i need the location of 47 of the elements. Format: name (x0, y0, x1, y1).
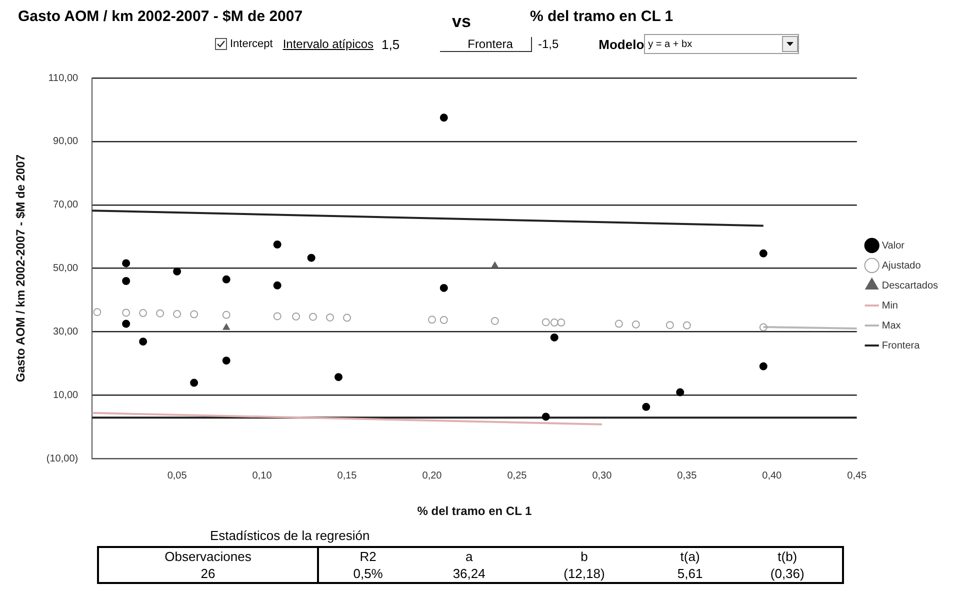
text: t(a) (679, 548, 701, 565)
text: Frontera (440, 36, 532, 52)
x-tick-label: 0,15 (337, 470, 358, 482)
x-tick-label: 0,10 (252, 470, 272, 482)
text: -1,5 (538, 37, 559, 51)
text: 5,61 (676, 565, 704, 583)
legend-label: Frontera (882, 340, 920, 352)
text: % del tramo en CL 1 (530, 8, 674, 25)
text: 26 (98, 565, 318, 583)
x-tick-label: 0,25 (507, 470, 528, 482)
text: R2 (358, 548, 378, 565)
text: 1,5 (382, 36, 400, 52)
legend-label: Descartados (882, 280, 938, 292)
x-tick-label: 0,35 (677, 470, 698, 482)
text: t(b) (776, 548, 798, 565)
text: (12,18) (562, 565, 606, 583)
y-tick-label: 30,00 (53, 326, 79, 338)
text: b (580, 548, 589, 565)
text: Estadísticos de la regresión (210, 528, 370, 543)
legend-label: Min (882, 300, 898, 312)
y-tick-label: (10,00) (46, 453, 78, 464)
text: Modelo (598, 36, 644, 52)
text: y = a + bx (648, 38, 692, 50)
y-tick-label: 90,00 (53, 136, 79, 148)
text: vs (452, 12, 471, 32)
text: Observaciones (98, 547, 318, 565)
x-tick-label: 0,30 (592, 470, 612, 482)
text: (0,36) (769, 565, 806, 583)
x-tick-label: 0,05 (167, 470, 188, 482)
text: 36,24 (452, 565, 486, 583)
chart-title: Gasto AOM / km 2002-2007 - $M de 2007 (18, 8, 303, 25)
legend-label: Ajustado (882, 260, 922, 272)
text: Intervalo atípicos (282, 37, 374, 51)
y-tick-label: 10,00 (53, 390, 79, 401)
legend-label: Valor (882, 240, 906, 252)
y-tick-label: 70,00 (53, 200, 79, 211)
x-tick-label: 0,40 (762, 470, 782, 482)
text: a (464, 548, 474, 565)
text: 0,5% (352, 565, 384, 583)
x-tick-label: 0,20 (422, 470, 442, 482)
legend-label: Max (882, 320, 901, 332)
text: Intercept (230, 38, 273, 50)
y-tick-label: 50,00 (53, 263, 79, 274)
y-tick-label: 110,00 (48, 72, 79, 84)
x-tick-label: 0,45 (847, 470, 868, 482)
y-axis-title: Gasto AOM / km 2002-2007 - $M de 2007 (14, 154, 28, 382)
x-axis-title: % del tramo en CL 1 (417, 504, 532, 518)
